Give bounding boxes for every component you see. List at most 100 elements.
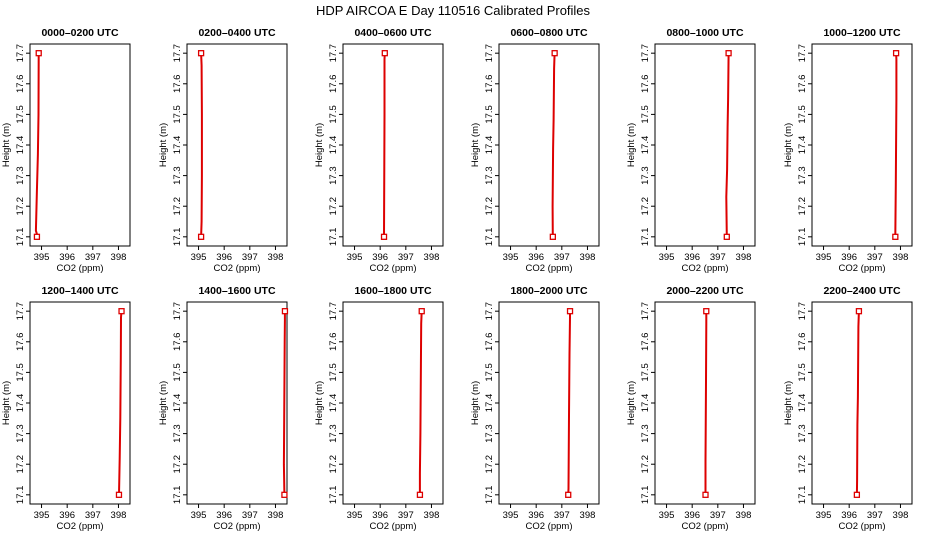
x-tick-label: 395 <box>347 510 363 521</box>
x-tick-label: 398 <box>424 510 440 521</box>
plot-frame <box>654 43 756 247</box>
y-tick-label: 17.6 <box>797 333 808 352</box>
y-tick-label: 17.4 <box>328 136 339 155</box>
y-tick-label: 17.3 <box>484 424 495 443</box>
plot-frame <box>29 43 131 247</box>
endpoint-marker <box>197 233 205 240</box>
y-tick-label: 17.3 <box>172 166 183 185</box>
y-tick-label: 17.6 <box>797 75 808 94</box>
endpoint-marker <box>566 308 574 315</box>
y-tick-label: 17.4 <box>328 394 339 413</box>
y-tick-label: 17.1 <box>484 228 495 247</box>
y-tick-label: 17.7 <box>484 302 495 321</box>
x-tick-label: 398 <box>111 510 127 521</box>
y-tick-label: 17.2 <box>172 455 183 474</box>
y-axis-label: Height (m) <box>1 123 12 167</box>
endpoint-marker <box>281 308 289 315</box>
y-tick-label: 17.6 <box>15 75 26 94</box>
panel-8: 1400–1600 UTC 395 396 397 398 17.1 17.2 17.3 17.… <box>158 285 289 532</box>
y-tick-label: 17.1 <box>172 228 183 247</box>
y-tick-label: 17.1 <box>328 228 339 247</box>
y-tick-label: 17.1 <box>797 486 808 505</box>
y-tick-label: 17.7 <box>15 302 26 321</box>
endpoint-marker <box>115 491 123 498</box>
panel-6: 1000–1200 UTC 395 396 397 398 17.1 17.2 17.3 17.… <box>783 27 913 274</box>
panel-3: 0400–0600 UTC 395 396 397 398 17.1 17.2 17.3 17.… <box>314 27 444 274</box>
x-axis-label: CO2 (ppm) <box>370 521 417 532</box>
x-axis-label: CO2 (ppm) <box>57 521 104 532</box>
y-tick-label: 17.1 <box>15 228 26 247</box>
x-tick-label: 395 <box>191 510 207 521</box>
y-tick-label: 17.3 <box>328 166 339 185</box>
x-tick-label: 398 <box>736 510 752 521</box>
endpoint-marker <box>892 233 899 240</box>
x-tick-label: 397 <box>710 252 726 263</box>
profile-line <box>567 311 571 495</box>
y-tick-label: 17.5 <box>640 363 651 382</box>
y-tick-label: 17.6 <box>172 333 183 352</box>
x-tick-label: 396 <box>528 510 544 521</box>
x-tick-label: 398 <box>893 510 909 521</box>
x-tick-label: 397 <box>867 510 883 521</box>
y-tick-label: 17.7 <box>172 302 183 321</box>
y-tick-label: 17.6 <box>172 75 183 94</box>
y-tick-label: 17.6 <box>328 333 339 352</box>
x-tick-label: 397 <box>242 510 258 521</box>
endpoint-marker <box>703 308 710 315</box>
profile-line <box>383 53 386 237</box>
y-tick-label: 17.5 <box>172 363 183 382</box>
endpoint-marker <box>702 491 709 498</box>
x-axis-label: CO2 (ppm) <box>682 263 729 274</box>
panel-title: 2000–2200 UTC <box>666 285 743 297</box>
y-tick-label: 17.6 <box>328 75 339 94</box>
panel-4: 0600–0800 UTC 395 396 397 398 17.1 17.2 17.3 17.… <box>470 27 600 274</box>
y-tick-label: 17.5 <box>797 105 808 124</box>
y-tick-label: 17.3 <box>172 424 183 443</box>
y-tick-label: 17.5 <box>172 105 183 124</box>
x-tick-label: 396 <box>841 510 857 521</box>
y-tick-label: 17.1 <box>484 486 495 505</box>
y-tick-label: 17.5 <box>15 363 26 382</box>
x-tick-label: 396 <box>59 510 75 521</box>
y-tick-label: 17.6 <box>15 333 26 352</box>
y-tick-label: 17.6 <box>484 75 495 94</box>
y-tick-label: 17.7 <box>640 44 651 63</box>
y-tick-label: 17.2 <box>797 455 808 474</box>
x-tick-label: 398 <box>268 252 284 263</box>
x-tick-label: 395 <box>503 510 519 521</box>
y-tick-label: 17.3 <box>328 424 339 443</box>
x-axis-label: CO2 (ppm) <box>370 263 417 274</box>
x-tick-label: 395 <box>816 510 832 521</box>
x-tick-label: 395 <box>816 252 832 263</box>
figure-title: HDP AIRCOA E Day 110516 Calibrated Profi… <box>316 3 591 18</box>
y-tick-label: 17.7 <box>328 302 339 321</box>
y-axis-label: Height (m) <box>783 123 794 167</box>
y-tick-label: 17.4 <box>484 394 495 413</box>
profile-line <box>551 53 556 237</box>
panel-9: 1600–1800 UTC 395 396 397 398 17.1 17.2 17.3 17.… <box>314 285 444 532</box>
panel-1: 0000–0200 UTC 395 396 397 398 17.1 17.2 17.3 17.… <box>1 27 131 274</box>
y-tick-label: 17.2 <box>484 197 495 216</box>
x-axis-label: CO2 (ppm) <box>839 521 886 532</box>
y-tick-label: 17.2 <box>172 197 183 216</box>
y-tick-label: 17.7 <box>640 302 651 321</box>
endpoint-marker <box>549 233 556 240</box>
x-tick-label: 395 <box>191 252 207 263</box>
x-axis-label: CO2 (ppm) <box>57 263 104 274</box>
endpoint-marker <box>281 491 288 498</box>
plot-frame <box>498 43 600 247</box>
x-tick-label: 396 <box>841 252 857 263</box>
x-axis-label: CO2 (ppm) <box>839 263 886 274</box>
x-tick-label: 396 <box>684 510 700 521</box>
y-tick-label: 17.2 <box>15 455 26 474</box>
y-axis-label: Height (m) <box>470 123 481 167</box>
x-tick-label: 398 <box>893 252 909 263</box>
panel-title: 1800–2000 UTC <box>510 285 587 297</box>
panel-title: 1600–1800 UTC <box>354 285 431 297</box>
x-tick-label: 398 <box>424 252 440 263</box>
profile-line <box>725 53 730 237</box>
x-tick-label: 398 <box>736 252 752 263</box>
endpoint-marker <box>725 50 732 57</box>
endpoint-marker <box>197 50 205 57</box>
y-tick-label: 17.4 <box>797 394 808 413</box>
